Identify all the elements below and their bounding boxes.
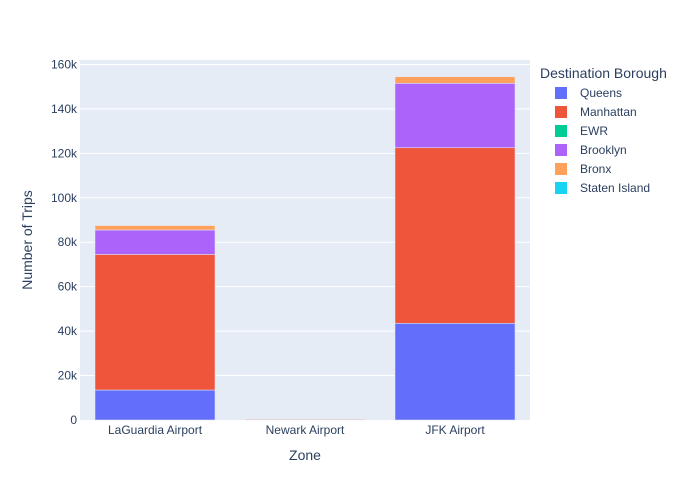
y-tick-label: 140k [51, 102, 78, 116]
x-axis-title: Zone [289, 447, 321, 463]
legend-item[interactable]: Bronx [555, 162, 611, 176]
y-tick-label: 120k [51, 146, 78, 160]
x-tick-label: JFK Airport [425, 423, 485, 437]
bar-segment[interactable] [94, 229, 216, 255]
x-axis-ticks: LaGuardia Airport Newark Airport JFK Airpo… [108, 423, 485, 437]
legend-label: Bronx [580, 162, 611, 176]
x-tick-label: LaGuardia Airport [108, 423, 203, 437]
legend-item[interactable]: Brooklyn [555, 143, 627, 157]
bars [94, 76, 516, 421]
bar-segment[interactable] [94, 254, 216, 391]
legend-swatch [555, 144, 567, 156]
y-tick-label: 60k [58, 280, 78, 294]
bar-segment[interactable] [394, 83, 516, 149]
legend-label: Queens [580, 86, 622, 100]
legend-swatch [555, 106, 567, 118]
y-tick-label: 100k [51, 191, 78, 205]
legend-label: Staten Island [580, 181, 650, 195]
legend-swatch [555, 182, 567, 194]
legend[interactable]: Queens Manhattan EWR Brooklyn Bronx Staten Is… [555, 86, 650, 195]
legend-label: Manhattan [580, 105, 637, 119]
legend-item[interactable]: EWR [555, 124, 608, 138]
legend-label: Brooklyn [580, 143, 627, 157]
y-tick-label: 160k [51, 57, 78, 71]
legend-swatch [555, 87, 567, 99]
y-tick-label: 20k [58, 369, 78, 383]
y-tick-label: 0 [70, 413, 77, 427]
bar-segment[interactable] [394, 76, 516, 84]
legend-item[interactable]: Staten Island [555, 181, 650, 195]
y-axis-ticks: 0 20k 40k 60k 80k 100k 120k 140k 160k [51, 57, 78, 427]
bar-segment[interactable] [94, 389, 216, 421]
bar-segment[interactable] [394, 323, 516, 421]
legend-label: EWR [580, 124, 608, 138]
y-tick-label: 80k [58, 235, 78, 249]
legend-swatch [555, 125, 567, 137]
legend-swatch [555, 163, 567, 175]
x-tick-label: Newark Airport [266, 423, 345, 437]
legend-item[interactable]: Queens [555, 86, 622, 100]
bar-segment[interactable] [94, 225, 216, 231]
legend-title: Destination Borough [540, 65, 667, 81]
y-tick-label: 40k [58, 324, 78, 338]
y-axis-title: Number of Trips [19, 190, 35, 290]
legend-item[interactable]: Manhattan [555, 105, 637, 119]
bar-segment[interactable] [394, 147, 516, 324]
